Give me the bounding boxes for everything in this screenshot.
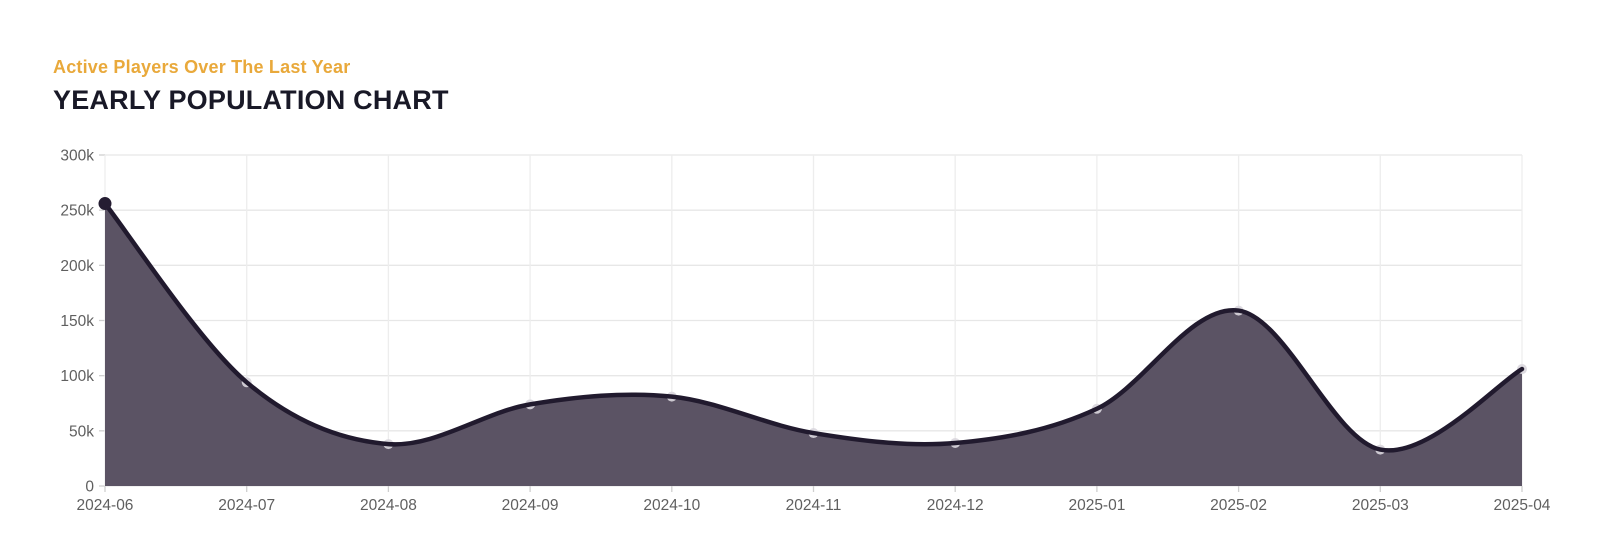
x-axis-label: 2024-11 xyxy=(786,497,842,514)
x-axis-label: 2024-08 xyxy=(360,497,417,514)
x-axis-label: 2025-03 xyxy=(1352,497,1409,514)
x-axis-label: 2025-02 xyxy=(1210,497,1267,514)
y-axis-label: 300k xyxy=(60,148,94,165)
chart-title: YEARLY POPULATION CHART xyxy=(53,85,449,115)
first-data-point-marker xyxy=(98,197,112,211)
x-axis-label: 2024-07 xyxy=(218,497,275,514)
x-axis-label: 2024-10 xyxy=(643,497,700,514)
x-axis-label: 2024-12 xyxy=(927,497,984,514)
chart-area-fill xyxy=(105,203,1522,486)
y-axis-label: 100k xyxy=(60,368,94,385)
x-axis-label: 2025-01 xyxy=(1068,497,1125,514)
chart-header: Active Players Over The Last Year YEARLY… xyxy=(53,56,449,116)
chart-subtitle: Active Players Over The Last Year xyxy=(53,57,351,77)
chart-line xyxy=(102,201,1525,453)
x-axis-label: 2025-04 xyxy=(1494,497,1551,514)
y-axis-label: 50k xyxy=(69,423,94,440)
y-axis-label: 200k xyxy=(60,258,94,275)
x-axis-label: 2024-06 xyxy=(77,497,134,514)
y-axis-label: 250k xyxy=(60,203,94,220)
y-axis-label: 150k xyxy=(60,313,94,330)
x-axis-label: 2024-09 xyxy=(502,497,559,514)
y-axis-label: 0 xyxy=(85,479,94,496)
